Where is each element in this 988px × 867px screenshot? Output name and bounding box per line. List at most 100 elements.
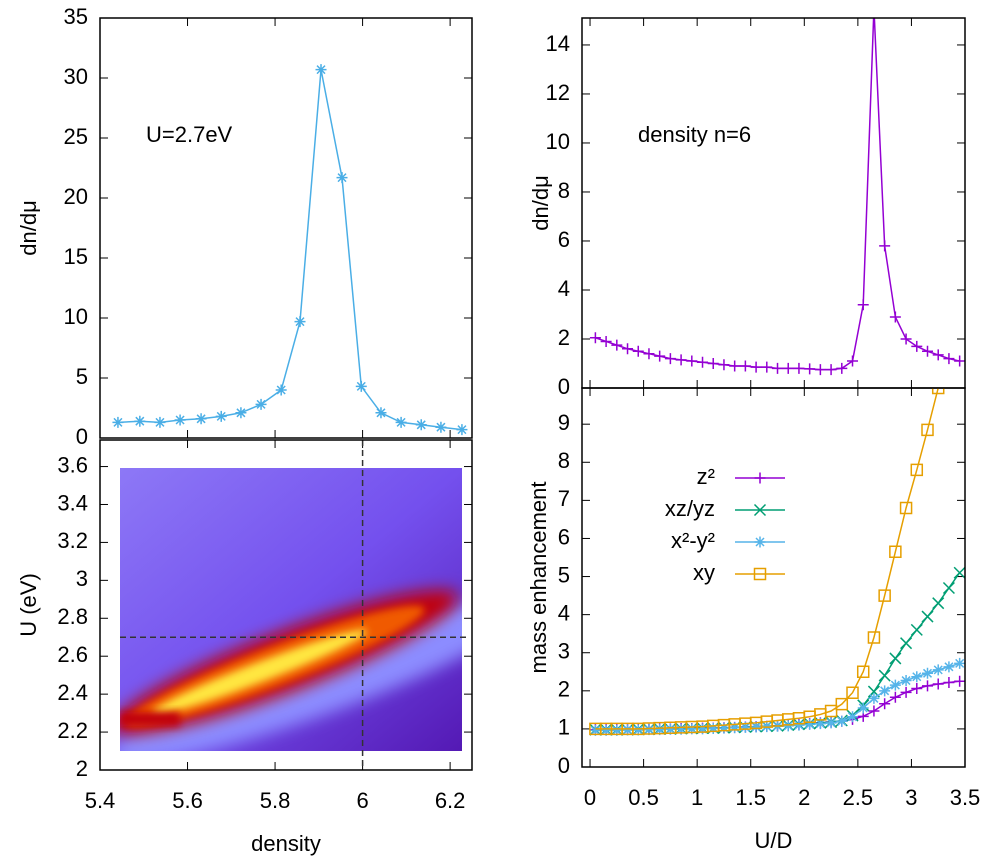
data-point bbox=[589, 724, 601, 736]
data-point bbox=[717, 718, 731, 732]
y-tick-label: 3 bbox=[76, 566, 88, 591]
y-tick-label: 2.8 bbox=[57, 604, 88, 629]
y-tick-label: 10 bbox=[546, 129, 570, 154]
data-point bbox=[675, 723, 687, 735]
plot-area bbox=[589, 3, 965, 376]
y-tick-label: 20 bbox=[64, 184, 88, 209]
plot-frame bbox=[581, 387, 966, 768]
plot-frame bbox=[99, 439, 473, 771]
legend-label: z² bbox=[697, 464, 715, 489]
x-tick-label: 2.5 bbox=[843, 785, 874, 810]
data-point bbox=[889, 652, 902, 665]
legend-marker bbox=[753, 503, 767, 517]
y-tick-label: 0 bbox=[558, 753, 570, 778]
annotation: U=2.7eV bbox=[146, 122, 233, 147]
y-tick-label: 14 bbox=[546, 31, 570, 56]
data-point bbox=[760, 715, 774, 728]
data-point bbox=[611, 339, 623, 351]
data-point bbox=[600, 724, 612, 736]
data-point bbox=[375, 407, 387, 419]
series-line bbox=[595, 18, 960, 371]
data-point bbox=[879, 698, 891, 710]
plot-area bbox=[120, 440, 467, 770]
data-point bbox=[867, 631, 881, 644]
data-point bbox=[932, 678, 944, 690]
y-tick-label: 7 bbox=[558, 486, 570, 511]
y-tick-label: 6 bbox=[558, 524, 570, 549]
data-point bbox=[793, 719, 805, 731]
x-tick-label: 1.5 bbox=[735, 785, 766, 810]
data-point bbox=[696, 720, 709, 733]
data-point bbox=[686, 723, 698, 735]
data-point bbox=[134, 415, 146, 427]
x-axis-label: U/D bbox=[755, 828, 793, 853]
y-tick-label: 25 bbox=[64, 124, 88, 149]
data-point bbox=[868, 3, 879, 14]
x-tick-label: 0.5 bbox=[628, 785, 659, 810]
data-point bbox=[804, 718, 816, 730]
data-point bbox=[900, 686, 912, 698]
x-tick-label: 0 bbox=[584, 785, 596, 810]
y-axis-label: dn/dμ bbox=[16, 200, 41, 256]
legend-label: xz/yz bbox=[665, 496, 715, 521]
y-tick-label: 2 bbox=[558, 325, 570, 350]
legend-marker bbox=[754, 536, 766, 548]
data-point bbox=[728, 718, 741, 731]
data-point bbox=[315, 64, 327, 76]
data-point bbox=[943, 661, 955, 673]
y-tick-label: 9 bbox=[558, 410, 570, 435]
data-point bbox=[835, 697, 849, 711]
data-point bbox=[814, 364, 826, 376]
data-point bbox=[910, 463, 924, 477]
data-point bbox=[761, 361, 773, 373]
data-point bbox=[215, 410, 227, 422]
data-point bbox=[836, 362, 848, 374]
data-point bbox=[932, 597, 945, 610]
data-point bbox=[878, 669, 891, 682]
data-point bbox=[824, 704, 838, 718]
data-point bbox=[739, 721, 751, 733]
x-tick-label: 6 bbox=[356, 788, 368, 813]
x-tick-label: 3 bbox=[905, 785, 917, 810]
data-point bbox=[729, 722, 741, 734]
data-point bbox=[911, 671, 923, 683]
y-tick-label: 0 bbox=[558, 374, 570, 399]
y-tick-label: 30 bbox=[64, 64, 88, 89]
data-point bbox=[825, 717, 837, 729]
data-point bbox=[922, 680, 934, 692]
data-point bbox=[697, 723, 709, 735]
data-point bbox=[632, 724, 644, 736]
y-tick-label: 1 bbox=[558, 715, 570, 740]
y-tick-label: 2.2 bbox=[57, 718, 88, 743]
data-point bbox=[782, 720, 794, 732]
data-point bbox=[922, 345, 934, 357]
y-tick-label: 2 bbox=[558, 677, 570, 702]
x-tick-label: 1 bbox=[691, 785, 703, 810]
data-point bbox=[932, 349, 944, 361]
data-point bbox=[825, 364, 837, 376]
data-point bbox=[954, 657, 965, 669]
plot-frame bbox=[99, 17, 473, 439]
y-tick-label: 3.2 bbox=[57, 528, 88, 553]
plot-frame bbox=[581, 17, 966, 389]
data-point bbox=[889, 691, 901, 703]
y-axis-label: mass enhancement bbox=[526, 482, 551, 674]
y-tick-label: 3.4 bbox=[57, 490, 88, 515]
data-point bbox=[654, 350, 666, 362]
data-point bbox=[868, 692, 880, 704]
data-point bbox=[910, 623, 923, 636]
data-point bbox=[804, 363, 816, 375]
data-point bbox=[921, 610, 934, 623]
data-point bbox=[675, 354, 687, 366]
y-tick-label: 5 bbox=[76, 364, 88, 389]
data-point bbox=[355, 380, 367, 392]
data-point bbox=[664, 723, 676, 735]
data-point bbox=[899, 501, 913, 515]
data-point bbox=[900, 675, 912, 687]
data-point bbox=[857, 299, 869, 311]
x-axis-label: density bbox=[251, 831, 321, 856]
data-point bbox=[847, 355, 859, 367]
y-tick-label: 2.4 bbox=[57, 680, 88, 705]
data-point bbox=[729, 360, 741, 372]
